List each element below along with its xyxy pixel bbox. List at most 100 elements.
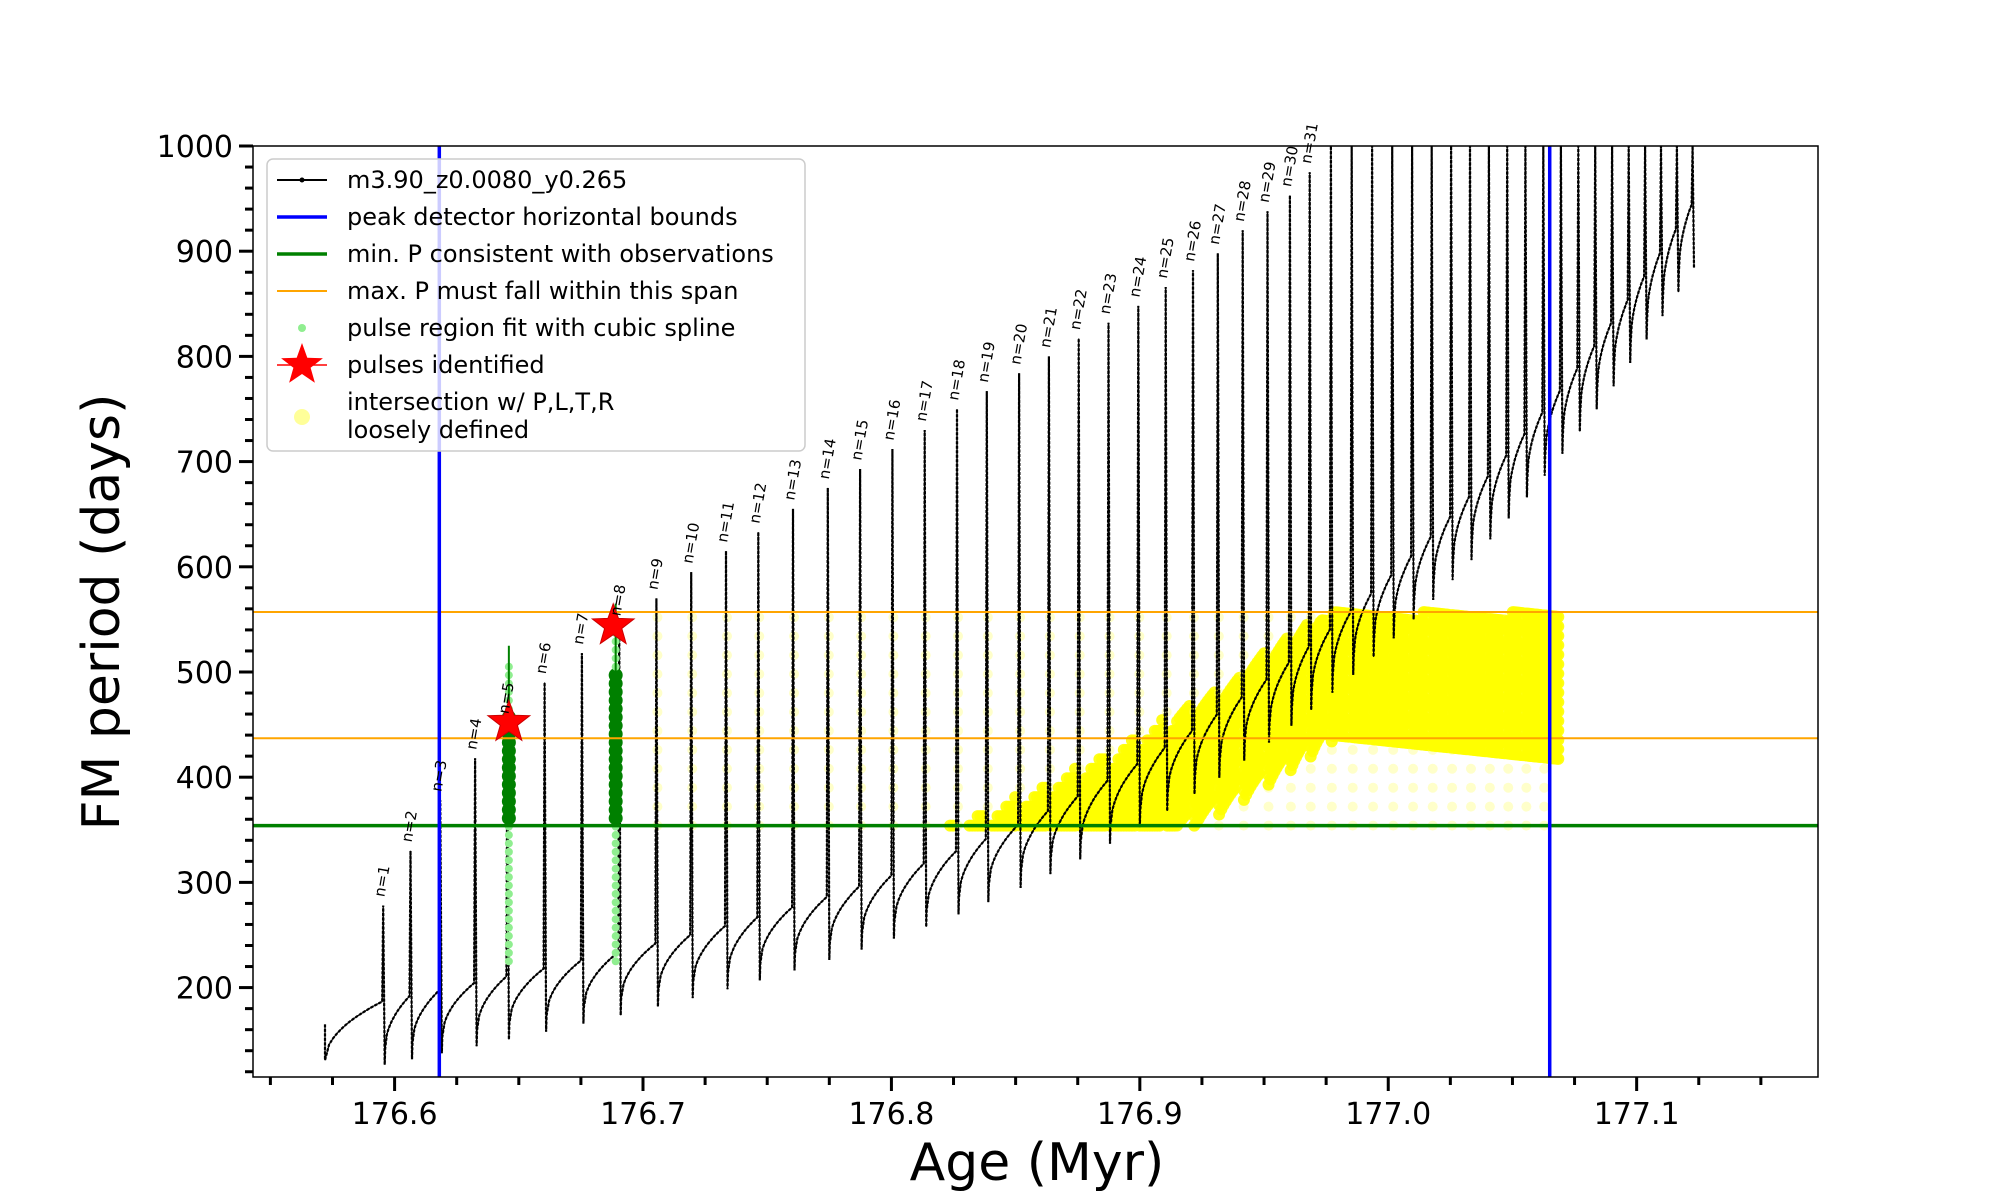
intersection-point: [1408, 763, 1419, 774]
legend-label: max. P must fall within this span: [347, 277, 738, 305]
legend-label: pulse region fit with cubic spline: [347, 314, 735, 342]
x-tick-label: 176.8: [848, 1097, 934, 1132]
y-tick-label: 700: [176, 446, 233, 481]
x-tick-label: 177.1: [1594, 1097, 1680, 1132]
spline-fit-point: [504, 932, 513, 941]
y-tick-label: 900: [176, 235, 233, 270]
spline-fit-point: [504, 864, 513, 873]
legend-label: peak detector horizontal bounds: [347, 203, 738, 231]
intersection-point: [1521, 763, 1532, 774]
spline-fit-point: [504, 957, 513, 966]
intersection-point: [1388, 801, 1399, 812]
intersection-point: [1539, 763, 1550, 774]
spline-fit-point: [611, 881, 620, 890]
spline-fit-point: [611, 839, 620, 848]
legend-label: min. P consistent with observations: [347, 240, 774, 268]
spline-fit-point: [504, 940, 513, 949]
intersection-point: [1305, 763, 1316, 774]
spline-fit-point: [504, 923, 513, 932]
intersection-point: [1539, 801, 1550, 812]
spline-fit-point: [611, 932, 620, 941]
spline-fit-point: [504, 915, 513, 924]
y-axis-label: FM period (days): [72, 394, 132, 831]
intersection-point: [1539, 782, 1550, 793]
spline-fit-point: [611, 864, 620, 873]
spline-fit-point: [504, 898, 513, 907]
intersection-point: [1408, 782, 1419, 793]
legend-label: pulses identified: [347, 351, 545, 379]
legend-entry: pulse region fit with cubic spline: [298, 314, 735, 342]
intersection-point: [1368, 744, 1379, 755]
intersection-point: [1368, 763, 1379, 774]
intersection-point: [1128, 734, 1141, 747]
intersection-point: [1326, 801, 1337, 812]
intersection-point: [1427, 782, 1438, 793]
spline-fit-point: [611, 847, 620, 856]
intersection-point: [1326, 763, 1337, 774]
y-tick-label: 600: [176, 551, 233, 586]
spline-fit-point: [504, 847, 513, 856]
intersection-point: [721, 612, 732, 623]
intersection-point: [1368, 782, 1379, 793]
intersection-point: [1427, 763, 1438, 774]
x-tick-label: 176.6: [352, 1097, 438, 1132]
intersection-point: [1447, 782, 1458, 793]
intersection-point: [1503, 801, 1514, 812]
intersection-point: [721, 631, 732, 642]
spline-fit-point: [611, 889, 620, 898]
intersection-point: [1305, 801, 1316, 812]
intersection-point: [1484, 763, 1495, 774]
spline-fit-point: [611, 898, 620, 907]
y-tick-label: 300: [176, 866, 233, 901]
intersection-point: [687, 631, 698, 642]
intersection-point: [1447, 801, 1458, 812]
intersection-point: [1521, 801, 1532, 812]
x-tick-label: 176.7: [600, 1097, 686, 1132]
intersection-point: [1388, 763, 1399, 774]
intersection-point: [1503, 782, 1514, 793]
spline-fit-point: [504, 906, 513, 915]
legend-label-line2: loosely defined: [347, 416, 529, 444]
legend-label: intersection w/ P,L,T,R: [347, 388, 614, 416]
y-tick-label: 1000: [157, 130, 233, 165]
spline-fit-point: [504, 948, 513, 957]
legend-handle-dot: [299, 177, 305, 183]
intersection-point: [1503, 763, 1514, 774]
spline-fit-point: [611, 873, 620, 882]
spline-fit-point: [504, 831, 513, 840]
intersection-point: [1484, 801, 1495, 812]
intersection-point: [1285, 801, 1296, 812]
y-tick-label: 400: [176, 761, 233, 796]
spline-fit-point: [611, 940, 620, 949]
x-tick-label: 176.9: [1097, 1097, 1183, 1132]
intersection-point: [652, 669, 663, 680]
spline-fit-point: [504, 881, 513, 890]
intersection-point: [789, 631, 800, 642]
intersection-point: [1465, 763, 1476, 774]
intersection-point: [1347, 801, 1358, 812]
intersection-point: [754, 612, 765, 623]
spline-fit-point: [611, 906, 620, 915]
intersection-point: [789, 612, 800, 623]
intersection-point: [1285, 782, 1296, 793]
intersection-point: [1484, 782, 1495, 793]
intersection-point: [1465, 801, 1476, 812]
spline-fit-point: [611, 948, 620, 957]
legend-handle-circle: [294, 409, 310, 425]
intersection-point: [1521, 782, 1532, 793]
intersection-point: [1388, 782, 1399, 793]
legend-handle-dot: [298, 324, 306, 332]
y-tick-label: 200: [176, 972, 233, 1007]
spline-fit-point: [611, 915, 620, 924]
intersection-point: [1326, 782, 1337, 793]
y-tick-label: 500: [176, 656, 233, 691]
spline-fit-point: [611, 831, 620, 840]
intersection-point: [1305, 782, 1316, 793]
spline-fit-point: [611, 923, 620, 932]
intersection-point: [1347, 744, 1358, 755]
legend-entry: min. P consistent with observations: [277, 240, 774, 268]
intersection-point: [1447, 763, 1458, 774]
intersection-point: [1368, 801, 1379, 812]
legend-label: m3.90_z0.0080_y0.265: [347, 166, 627, 194]
